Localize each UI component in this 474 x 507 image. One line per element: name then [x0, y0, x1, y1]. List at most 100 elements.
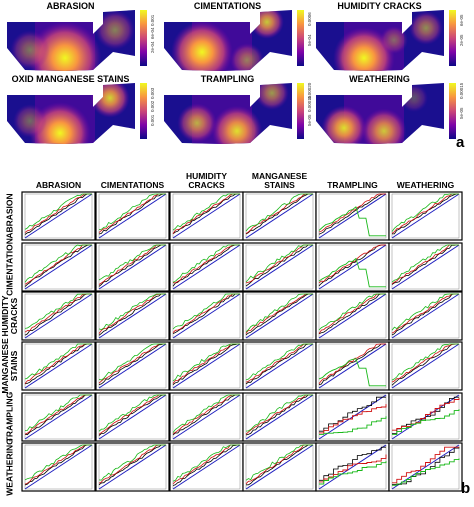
observed-line — [98, 444, 166, 486]
reference-line — [245, 394, 314, 440]
envelope-cell — [169, 191, 244, 241]
heatmap-panel: CIMENTATIONS 0.0006 5e-04 — [160, 1, 312, 74]
heatmap-panel: ABRASION 0.001 6e-04 2e-04 — [3, 1, 155, 74]
envelope-upper-line — [391, 343, 459, 383]
observed-line — [245, 293, 313, 336]
envelope-upper-line — [172, 244, 240, 284]
envelope-upper-line — [245, 394, 313, 435]
envelope-cell — [21, 291, 96, 341]
envelope-lower-line — [172, 394, 240, 433]
observed-line — [24, 244, 92, 287]
observed-line — [24, 394, 92, 436]
heatmap-plot — [316, 83, 444, 144]
observed-line — [318, 293, 386, 335]
envelope-lower-line — [98, 444, 166, 481]
reference-line — [245, 343, 314, 389]
envelope-lower-line — [172, 193, 240, 231]
reference-line — [318, 343, 387, 389]
reference-line — [245, 244, 314, 290]
reference-line — [245, 193, 314, 239]
envelope-lower-line — [24, 394, 92, 431]
envelope-lower-line — [24, 444, 92, 481]
envelope-lower-line — [318, 358, 386, 387]
envelope-cell — [95, 291, 170, 341]
observed-line — [245, 244, 313, 287]
observed-line — [318, 343, 386, 386]
reference-line — [172, 244, 241, 290]
observed-line — [245, 343, 313, 385]
envelope-cell — [388, 291, 463, 341]
envelope-upper-line — [391, 193, 459, 234]
observed-line — [318, 244, 386, 287]
colorbar — [449, 10, 456, 66]
column-header: MANGANESE STAINS — [251, 171, 308, 190]
envelope-cell — [169, 341, 244, 391]
envelope-lower-line — [318, 293, 386, 331]
envelope-cell — [95, 341, 170, 391]
envelope-lower-line — [172, 444, 240, 482]
envelope-upper-line — [392, 446, 459, 484]
envelope-upper-line — [172, 293, 240, 333]
heatmap-title: ABRASION — [46, 1, 95, 11]
heatmap-title: CIMENTATIONS — [193, 1, 262, 11]
heatmap-panel: HUMIDITY CRACKS 6e-05 2e-05 — [312, 1, 464, 74]
envelope-cell — [315, 392, 390, 442]
heatmap-plot — [164, 10, 292, 71]
observed-line — [24, 444, 92, 486]
envelope-lower-line — [319, 461, 387, 485]
envelope-cell — [169, 242, 244, 292]
reference-line — [24, 193, 93, 239]
observed-line — [172, 244, 240, 287]
envelope-lower-line — [245, 444, 313, 481]
reference-line — [172, 193, 241, 239]
envelope-cell — [95, 191, 170, 241]
envelope-lower-line — [245, 394, 313, 432]
envelope-cell — [315, 291, 390, 341]
envelope-upper-line — [318, 244, 386, 284]
envelope-lower-line — [98, 244, 166, 281]
panel-label-a: a — [456, 134, 465, 151]
reference-line — [98, 444, 167, 490]
envelope-cell — [315, 341, 390, 391]
envelope-upper-line — [24, 444, 92, 485]
envelope-upper-line — [319, 404, 387, 434]
reference-line — [318, 193, 387, 239]
envelope-upper-line — [24, 244, 92, 285]
observed-line — [172, 293, 240, 335]
envelope-cell — [95, 442, 170, 492]
reference-line — [391, 193, 460, 239]
reference-line — [98, 394, 167, 440]
envelope-lower-line — [391, 244, 459, 283]
envelope-upper-line — [24, 394, 92, 435]
envelope-upper-line — [319, 454, 387, 483]
observed-line — [172, 343, 240, 386]
envelope-upper-line — [318, 293, 386, 334]
envelope-lower-line — [318, 257, 386, 288]
panel-label-b: b — [461, 480, 471, 497]
envelope-upper-line — [392, 397, 460, 431]
reference-line — [24, 343, 93, 389]
observed-line — [98, 394, 166, 436]
reference-line — [318, 244, 387, 290]
envelope-lower-line — [245, 193, 313, 232]
reference-line — [98, 293, 167, 339]
reference-line — [172, 293, 241, 339]
heatmap-title: HUMIDITY CRACKS — [337, 1, 422, 11]
reference-line — [24, 244, 93, 290]
observed-line — [24, 193, 92, 235]
heatmap-panel: TRAMPLING 0.00020 0.00015 5e-05 — [160, 74, 312, 147]
envelope-lower-line — [98, 293, 166, 331]
envelope-lower-line — [392, 458, 460, 486]
reference-line — [24, 293, 93, 339]
column-header: CIMENTATIONS — [100, 180, 165, 190]
reference-line — [318, 444, 387, 490]
envelope-cell — [169, 442, 244, 492]
envelope-upper-line — [98, 394, 166, 435]
envelope-cell — [388, 242, 463, 292]
envelope-cell — [388, 392, 463, 442]
envelope-lower-line — [98, 394, 166, 432]
reference-line — [391, 293, 460, 339]
envelope-cell — [95, 242, 170, 292]
heatmap-panel: WEATHERING 0.00015 5e-05 — [312, 74, 464, 147]
envelope-upper-line — [245, 293, 313, 334]
